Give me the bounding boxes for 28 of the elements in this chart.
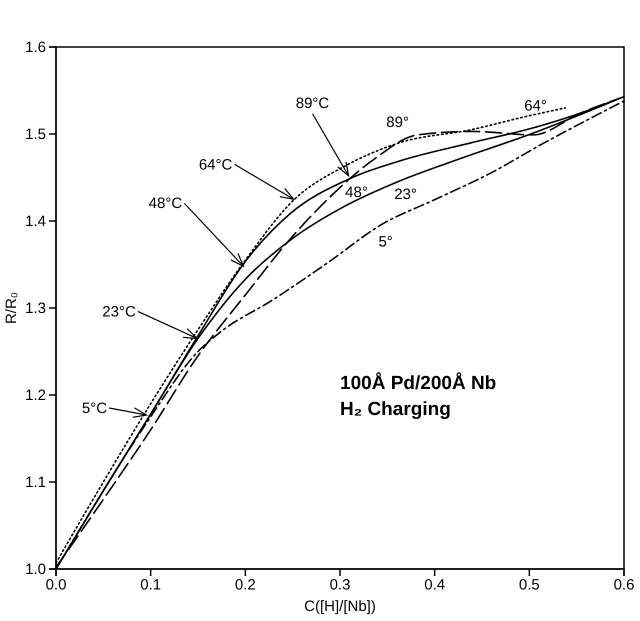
y-tick-label: 1.2 [25,386,46,404]
series-label: 89° [386,114,409,131]
x-tick-label: 0.1 [140,576,162,594]
series-label: 5° [378,233,393,250]
annotation: 64°C [198,156,233,174]
series-label: 64° [524,98,547,115]
y-axis-title: R/R₀ [3,292,20,324]
annotation: 5°C [82,400,108,418]
series-label: 23° [394,186,417,203]
annotation: 48°C [148,195,182,212]
annotation: H₂ Charging [340,399,451,420]
legend-label: 48° [345,184,368,202]
y-tick-label: 1.3 [25,300,46,317]
annotation: 23°C [102,303,136,320]
x-axis-title: C([H]/[Nb]) [304,598,376,615]
annotation: 89°C [296,94,330,112]
x-tick-label: 0.5 [518,576,540,594]
y-tick-label: 1.6 [25,38,46,56]
y-tick-label: 1.1 [25,474,46,491]
y-tick-label: 1.0 [25,560,46,578]
x-tick-label: 0.3 [330,576,350,594]
x-tick-label: 0.2 [234,576,256,594]
y-tick-label: 1.4 [25,212,46,230]
y-tick-label: 1.5 [25,126,46,143]
annotation: 100Å Pd/200Å Nb [340,372,496,394]
x-tick-label: 0.6 [614,576,634,594]
x-tick-label: 0.4 [424,576,446,594]
x-tick-label: 0.0 [46,576,66,594]
